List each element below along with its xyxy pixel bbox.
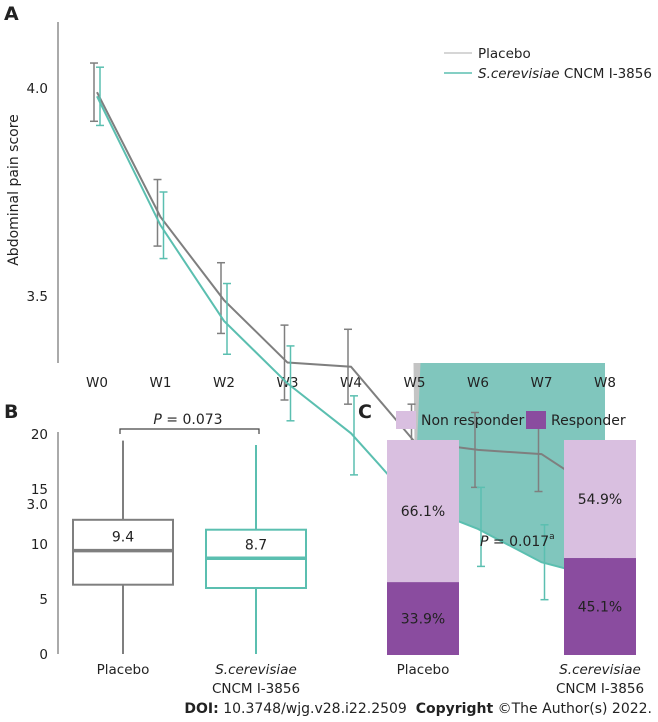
- a-x-tick-label: W8: [594, 375, 616, 391]
- legend-label-non-responder: Non responder: [421, 413, 525, 429]
- error-bar: [223, 282, 231, 355]
- a-x-tick-label: W0: [86, 375, 108, 391]
- bar-responder: [564, 558, 636, 655]
- x-tick-label: S.cerevisiae: [559, 662, 641, 678]
- error-bar: [477, 486, 485, 568]
- error-bar: [344, 328, 352, 405]
- c-bars: 66.1% 33.9% Placebo 54.9% 45.1% S.cerevisiae C…: [387, 440, 644, 697]
- legend-swatch-non-responder: [396, 411, 416, 429]
- y-axis-label-a: Abdominal pain score: [6, 114, 22, 266]
- x-tick-label: S.cerevisiae: [215, 662, 297, 678]
- median-label: 8.7: [245, 537, 267, 553]
- panel-label-c: C: [358, 401, 372, 423]
- panel-label-b: B: [4, 401, 18, 423]
- b-bracket-line: [119, 428, 260, 434]
- median-label: 9.4: [112, 530, 134, 546]
- a-y-tick-label: 3.0: [27, 497, 48, 513]
- legend-label-scerevisiae: S.cerevisiae CNCM I-3856: [478, 66, 652, 82]
- x-tick-label: Placebo: [97, 662, 150, 678]
- copyright-value: ©The Author(s) 2022.: [493, 701, 652, 717]
- a-x-tick-label: W7: [531, 375, 553, 391]
- a-scerevisiae-area: [414, 363, 605, 579]
- series-placebo: [90, 62, 606, 539]
- copyright-label: Copyright: [415, 701, 494, 717]
- b-boxes: 9.4 Placebo 8.7 S.cerevisiae CNCM I-3856: [72, 440, 307, 697]
- error-bar: [286, 345, 295, 422]
- bar-label-non-responder: 66.1%: [401, 504, 445, 520]
- x-tick-label: Placebo: [397, 662, 450, 678]
- b-y-tick-label: 15: [31, 482, 48, 498]
- a-y-tick-label: 3.5: [27, 289, 48, 305]
- bar-label-responder: 45.1%: [578, 600, 622, 616]
- placebo-line: [96, 91, 606, 497]
- doi-label: DOI:: [184, 701, 219, 717]
- error-bar: [350, 395, 358, 476]
- bar-label-responder: 33.9%: [401, 612, 445, 628]
- doi-value[interactable]: 10.3748/wjg.v28.i22.2509: [218, 701, 407, 717]
- error-bar: [540, 524, 549, 601]
- x-tick-label-line2: CNCM I-3856: [556, 681, 644, 697]
- a-x-tick-label: W2: [213, 375, 235, 391]
- error-bar: [96, 66, 104, 127]
- a-series: [90, 62, 612, 622]
- bar-responder: [387, 582, 459, 655]
- a-x-tick-label: W1: [150, 375, 172, 391]
- bar-non-responder: [564, 440, 636, 559]
- b-axes: 0 5 10 15 20: [31, 427, 59, 663]
- bar-label-non-responder: 54.9%: [578, 492, 622, 508]
- a-x-tick-label: W4: [340, 375, 362, 391]
- a-legend: Placebo S.cerevisiae CNCM I-3856: [444, 46, 652, 82]
- c-legend: Non responder Responder: [396, 411, 626, 429]
- error-bar: [90, 62, 98, 123]
- a-x-tick-label: W6: [467, 375, 489, 391]
- b-y-tick-label: 5: [39, 592, 48, 608]
- a-shaded-area: [413, 363, 605, 579]
- panel-a-line-chart: A Abdominal pain score 4.03.53.0W0 W1 W2 W3…: [4, 3, 652, 622]
- x-tick-label-line2: CNCM I-3856: [212, 681, 300, 697]
- c-p-value: P = 0.017a: [480, 532, 555, 550]
- legend-label-placebo: Placebo: [478, 46, 531, 62]
- legend-swatch-responder: [526, 411, 546, 429]
- panel-c-stacked-bars: C Non responder Responder 66.1% 33.9% Plac…: [358, 401, 644, 697]
- scerevisiae-line: [96, 95, 606, 580]
- legend-label-responder: Responder: [551, 413, 626, 429]
- b-significance-bracket: P = 0.073: [119, 412, 260, 434]
- b-y-tick-label: 0: [39, 647, 48, 663]
- b-y-tick-label: 10: [31, 537, 48, 553]
- a-y-tick-label: 4.0: [27, 81, 48, 97]
- figure: A Abdominal pain score 4.03.53.0W0 W1 W2 W3…: [4, 3, 652, 697]
- b-p-value: P = 0.073: [153, 412, 222, 428]
- error-bar: [280, 324, 289, 401]
- box-placebo: [72, 440, 174, 654]
- bar-non-responder: [387, 440, 459, 583]
- panel-label-a: A: [4, 3, 19, 25]
- error-bar: [153, 178, 162, 247]
- error-bar: [217, 261, 225, 335]
- panel-b-box-plot: B 0 5 10 15 20 9.4 Placebo 8.7 S.cerevisiae CNCM…: [4, 401, 307, 697]
- b-y-tick-label: 20: [31, 427, 48, 443]
- a-x-tick-label: W5: [404, 375, 426, 391]
- box-scerevisiae: [205, 445, 307, 654]
- citation-footer: DOI: 10.3748/wjg.v28.i22.2509 Copyright …: [0, 701, 652, 717]
- error-bar: [159, 191, 168, 260]
